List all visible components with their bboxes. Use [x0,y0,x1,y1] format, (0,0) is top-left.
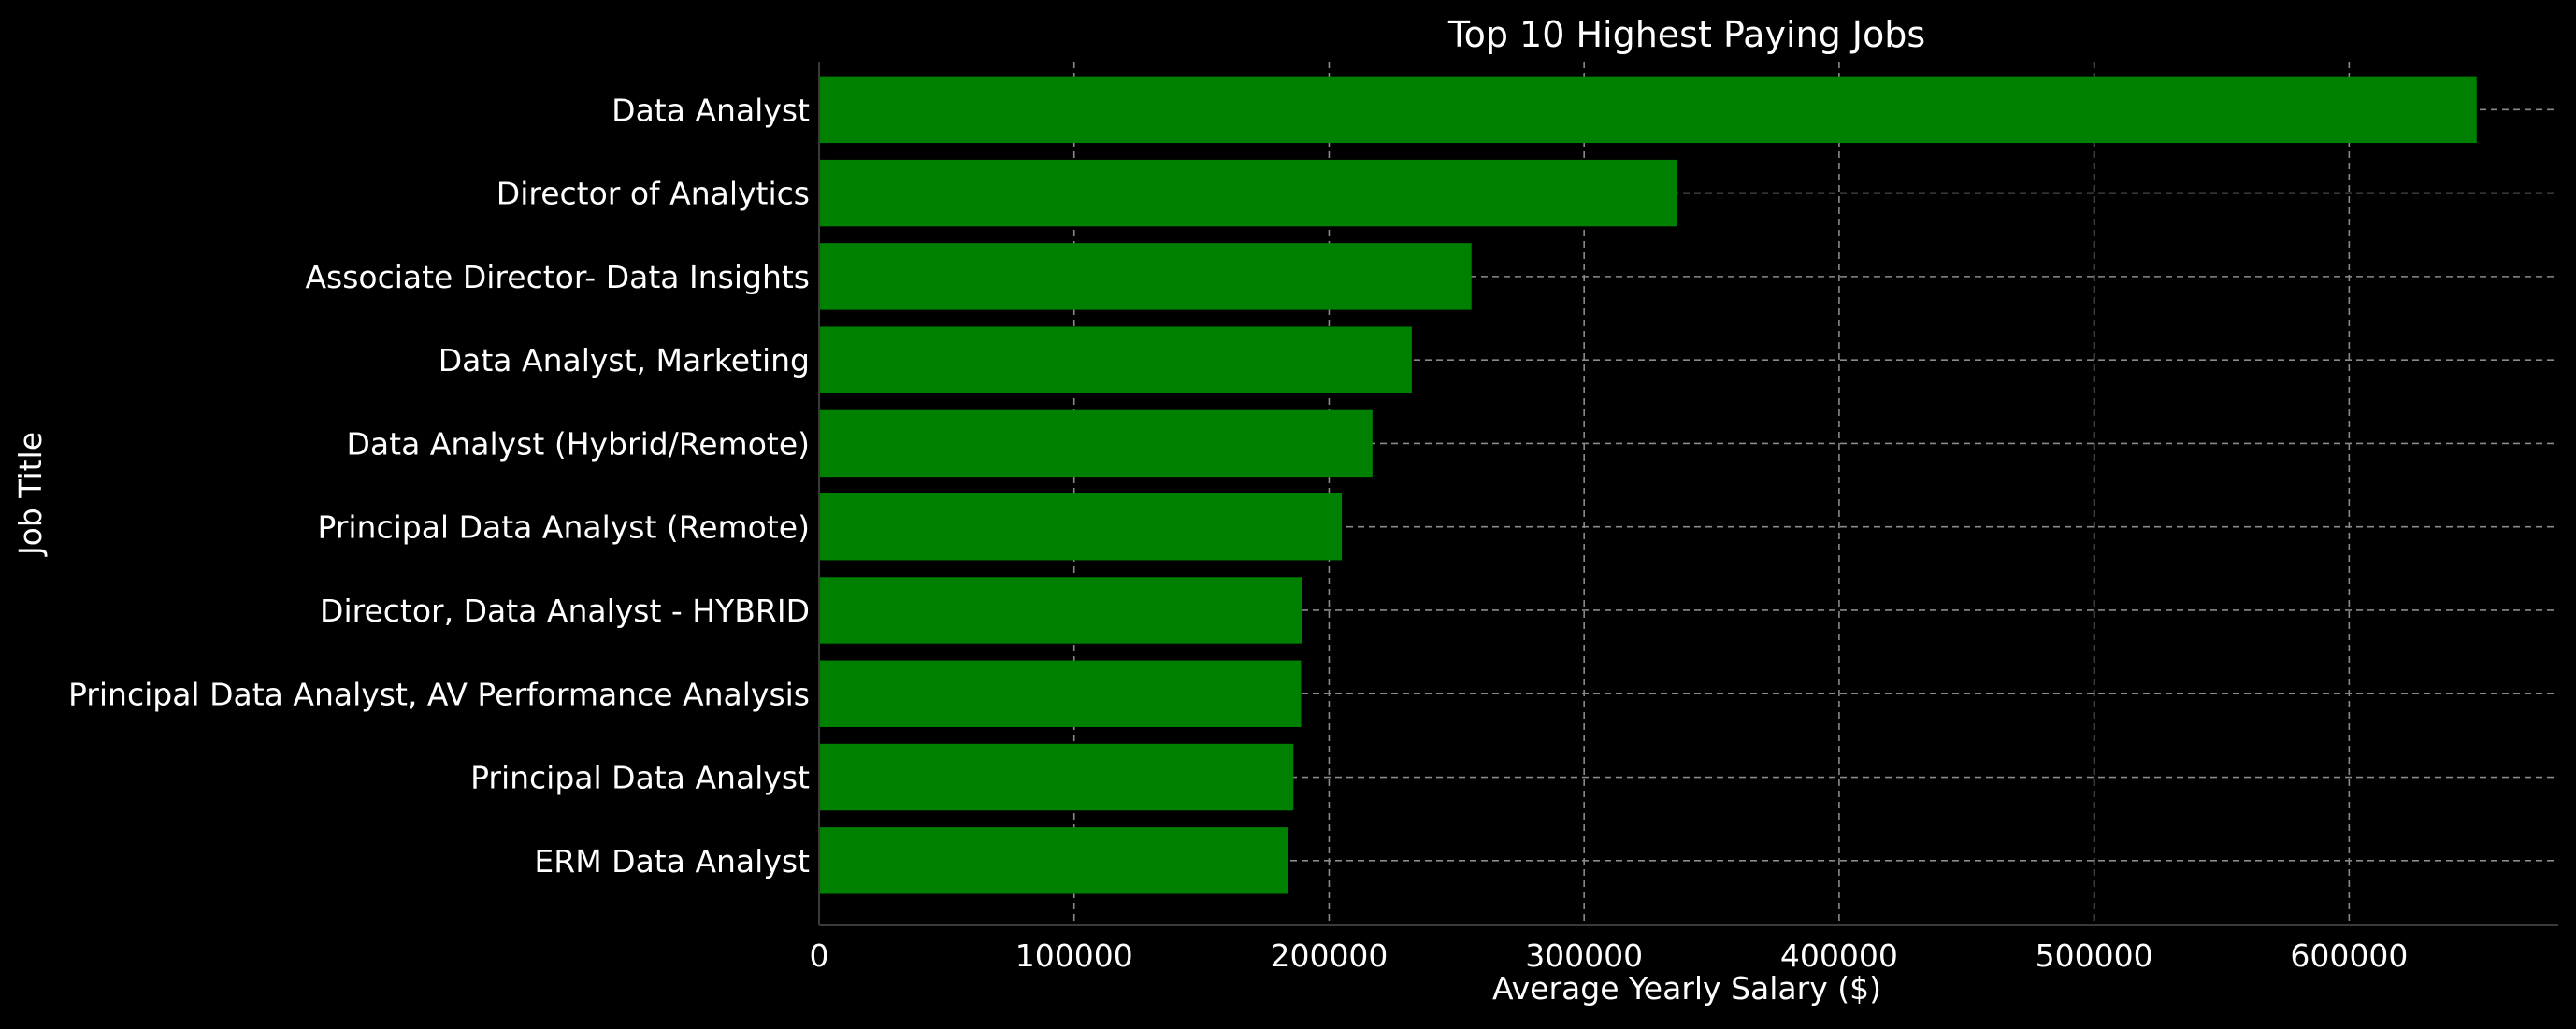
axes [818,62,2558,926]
x-tick-label: 200000 [1270,937,1388,974]
y-tick-label: Associate Director- Data Insights [305,259,810,295]
bar [819,577,1302,644]
x-axis-label: Average Yearly Salary ($) [1492,970,1881,1007]
bar [819,827,1288,894]
y-tick-label: Principal Data Analyst, AV Performance A… [68,676,810,712]
x-tick-labels: 0 100000 200000 300000 400000 500000 600000 [810,937,2409,974]
x-tick-label: 100000 [1015,937,1133,974]
x-tick-label: 0 [810,937,829,974]
bar [819,493,1343,561]
bar [819,76,2477,144]
y-tick-label: Director, Data Analyst - HYBRID [320,593,810,629]
x-tick-label: 600000 [2290,937,2408,974]
chart-title: Top 10 Highest Paying Jobs [1447,14,1925,55]
y-tick-label: Data Analyst (Hybrid/Remote) [347,425,810,462]
bar [819,243,1472,310]
bar [819,660,1302,727]
x-tick-label: 500000 [2036,937,2153,974]
y-tick-label: Director of Analytics [496,176,810,212]
bar [819,159,1677,227]
y-tick-label: Data Analyst, Marketing [439,342,810,379]
y-tick-label: Data Analyst [612,92,810,128]
bar [819,409,1373,478]
x-tick-label: 400000 [1780,937,1898,974]
bar [819,326,1412,393]
bars [819,76,2477,894]
grid-lines [819,62,2558,925]
y-tick-label: ERM Data Analyst [534,843,810,879]
bar [819,743,1294,811]
y-axis-label: Job Title [12,432,49,557]
y-tick-label: Principal Data Analyst (Remote) [317,509,810,546]
x-tick-label: 300000 [1525,937,1643,974]
y-tick-label: Principal Data Analyst [470,760,810,796]
y-tick-labels: Data Analyst Director of Analytics Associa… [68,92,810,879]
